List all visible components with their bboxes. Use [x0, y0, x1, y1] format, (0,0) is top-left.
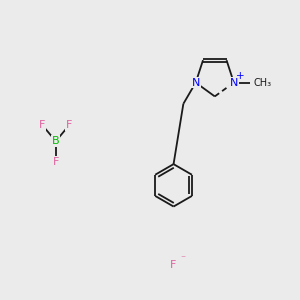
Text: F: F: [66, 120, 73, 130]
Text: N: N: [230, 78, 238, 88]
Text: CH₃: CH₃: [254, 78, 272, 88]
Text: B: B: [52, 136, 60, 146]
Text: F: F: [39, 120, 45, 130]
Text: F: F: [52, 158, 59, 167]
Text: N: N: [191, 78, 200, 88]
Text: F: F: [170, 260, 177, 270]
Text: ⁻: ⁻: [180, 254, 185, 265]
Text: +: +: [236, 71, 244, 81]
